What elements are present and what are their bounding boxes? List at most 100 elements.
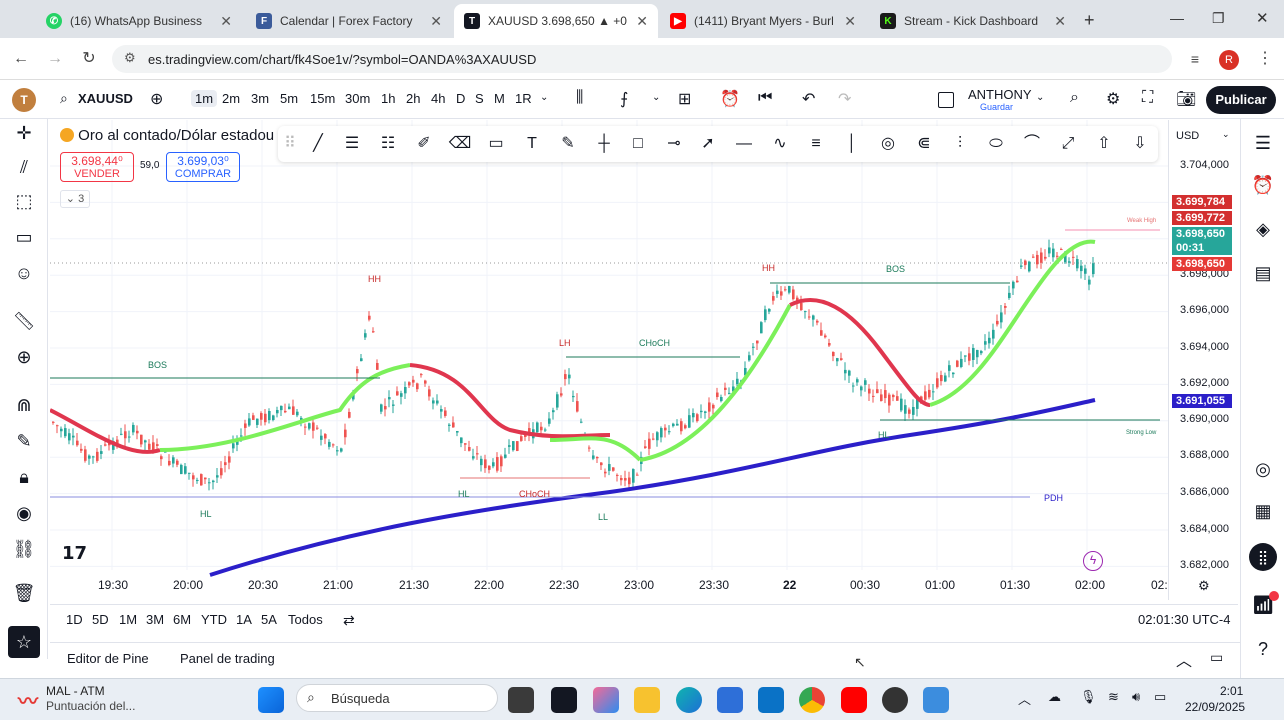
settings-gear-icon[interactable]: ⚙ — [1106, 91, 1121, 108]
lightning-icon[interactable]: ϟ — [1083, 551, 1103, 571]
taskbar-time[interactable]: 2:01 — [1220, 684, 1244, 698]
trash-icon[interactable]: 🗑︎ — [12, 583, 36, 603]
range-1m[interactable]: 1M — [119, 612, 138, 627]
tab-youtube[interactable]: ▶ (1411) Bryant Myers - Burlao ✕ — [660, 4, 866, 38]
timeframe-1m[interactable]: 1m — [191, 90, 218, 107]
user-avatar[interactable]: T — [12, 88, 36, 112]
edge-icon[interactable] — [676, 687, 702, 713]
ruler-icon[interactable]: 📏︎ — [12, 311, 36, 331]
tab-whatsapp[interactable]: ✆ (16) WhatsApp Business ✕ — [36, 4, 242, 38]
chevron-down-icon[interactable]: ⌄ — [540, 92, 549, 103]
timeframe-15m[interactable]: 15m — [310, 91, 336, 106]
trendline-icon[interactable]: ⫽ — [19, 157, 29, 177]
tab-kick[interactable]: K Stream - Kick Dashboard ✕ — [870, 4, 1076, 38]
media-control-icon[interactable]: ≡ — [1190, 51, 1200, 67]
stock-widget-icon[interactable]: 〰 — [18, 691, 38, 713]
timeframe-3m[interactable]: 3m — [251, 91, 270, 106]
pitchfork-tool-icon[interactable]: ≡ — [811, 135, 821, 152]
horizontal-line-tool-icon[interactable]: — — [736, 135, 752, 152]
layout-name[interactable]: ANTHONY — [968, 87, 1032, 102]
menu-icon[interactable]: ⋮ — [1257, 50, 1273, 67]
close-icon[interactable]: ✕ — [220, 12, 232, 29]
cursor-tool-icon[interactable]: ➚ — [701, 135, 715, 152]
file-explorer-icon[interactable] — [634, 687, 660, 713]
chevron-down-icon[interactable]: ⌄ — [1036, 92, 1045, 103]
range-1d[interactable]: 1D — [66, 612, 83, 627]
watchlist-icon[interactable]: ☰ — [1254, 133, 1272, 153]
range-ytd[interactable]: YTD — [201, 612, 227, 627]
timeframe-4h[interactable]: 4h — [431, 91, 446, 106]
bars-pattern-tool-icon[interactable]: ⫶ — [957, 135, 962, 152]
emoji-icon[interactable]: ☺ — [14, 263, 34, 283]
price-chart[interactable]: HH HH LH HL HL HL LL BOS BOS CHoCH CHoCH PDH Weak Hi… — [50, 120, 1238, 600]
cloud-icon[interactable]: ☁ — [1048, 689, 1061, 704]
site-info-icon[interactable]: ⚙ — [124, 50, 136, 65]
chevron-down-icon[interactable]: ⌄ — [652, 92, 661, 103]
widget-title[interactable]: MAL - ATM — [46, 684, 105, 698]
redo-icon[interactable]: ↷ — [838, 91, 852, 108]
volume-icon[interactable]: 🔊︎ — [1132, 689, 1141, 704]
range-3m[interactable]: 3M — [146, 612, 165, 627]
pen-tool-icon[interactable]: ✎ — [561, 135, 575, 152]
wifi-icon[interactable]: ≋ — [1108, 689, 1119, 704]
timeframe-d[interactable]: D — [456, 91, 466, 106]
symbol-search[interactable]: XAUUSD — [78, 91, 133, 106]
outlook-icon[interactable] — [758, 687, 784, 713]
parallel-channel-tool-icon[interactable]: ☰ — [344, 135, 360, 152]
pattern-icon[interactable]: ⬚ — [15, 191, 33, 211]
timeframe-30m[interactable]: 30m — [345, 91, 371, 106]
store-icon[interactable] — [717, 687, 743, 713]
microphone-icon[interactable]: 🎙︎ — [1080, 689, 1097, 704]
url-field[interactable]: ⚙ es.tradingview.com/chart/fk4Soe1v/?sym… — [112, 45, 1172, 73]
brush-tool-icon[interactable]: ✐ — [417, 135, 431, 152]
link-icon[interactable]: ⛓ — [12, 539, 36, 559]
photos-icon[interactable] — [923, 687, 949, 713]
undo-icon[interactable]: ↶ — [802, 91, 816, 108]
horizontal-ray-tool-icon[interactable]: ⊸ — [667, 135, 681, 152]
alerts-clock-icon[interactable]: ⏰ — [1251, 175, 1275, 195]
arrow-down-tool-icon[interactable]: ⇩ — [1133, 135, 1147, 152]
layout-icon[interactable] — [938, 92, 954, 108]
chevron-up-icon[interactable]: ︿ — [1018, 692, 1032, 707]
tab-tradingview[interactable]: T XAUUSD 3.698,650 ▲ +0.37 ✕ — [454, 4, 658, 38]
bar-style-icon[interactable]: ⫼ — [576, 89, 584, 106]
new-tab-icon[interactable]: + — [1084, 10, 1095, 30]
crosshair-icon[interactable]: ✛ — [16, 123, 32, 143]
currency-selector[interactable]: USD — [1176, 130, 1200, 142]
maximize-panel-icon[interactable]: ▭ — [1210, 649, 1224, 665]
range-5a[interactable]: 5A — [261, 612, 277, 627]
timeframe-2h[interactable]: 2h — [406, 91, 421, 106]
range-1a[interactable]: 1A — [236, 612, 252, 627]
favorites-star-icon[interactable]: ☆ — [8, 626, 40, 658]
vertical-line-tool-icon[interactable]: │ — [847, 135, 857, 152]
obs-icon[interactable] — [882, 687, 908, 713]
windows-start-icon[interactable] — [258, 687, 284, 713]
eraser-tool-icon[interactable]: ⌫ — [448, 135, 472, 152]
timeframe-2m[interactable]: 2m — [222, 91, 241, 106]
price-axis[interactable] — [1168, 120, 1240, 600]
chevron-down-icon[interactable]: ⌄ — [1222, 129, 1230, 139]
crosshair-tool-icon[interactable]: ┼ — [598, 135, 610, 152]
callout-tool-icon[interactable]: ▭ — [488, 135, 504, 152]
clock-timezone[interactable]: 02:01:30 UTC-4 — [1138, 612, 1231, 627]
timeframe-s[interactable]: S — [475, 91, 484, 106]
text-note-icon[interactable]: ▭ — [15, 227, 33, 247]
taskbar-search[interactable]: ⌕ Búsqueda — [296, 684, 498, 712]
eye-icon[interactable]: ◉ — [16, 503, 32, 523]
axis-settings-icon[interactable]: ⚙ — [1198, 578, 1210, 593]
chevron-up-icon[interactable]: ︿ — [1176, 653, 1193, 670]
circle-tool-icon[interactable]: ◎ — [881, 135, 895, 152]
range-5d[interactable]: 5D — [92, 612, 109, 627]
maximize-icon[interactable]: ❐ — [1212, 10, 1225, 26]
arc-tool-icon[interactable]: ⌒ — [1023, 135, 1040, 152]
chart-pane[interactable]: HH HH LH HL HL HL LL BOS BOS CHoCH CHoCH PDH Weak Hi… — [50, 120, 1238, 600]
rectangle-tool-icon[interactable]: □ — [633, 135, 643, 152]
tradingview-app-icon[interactable] — [551, 687, 577, 713]
lock-drawing-icon[interactable]: ✎ — [16, 431, 32, 451]
range-6m[interactable]: 6M — [173, 612, 192, 627]
ray-tool-icon[interactable]: ⤢ — [1061, 135, 1075, 152]
close-window-icon[interactable]: ✕ — [1256, 10, 1269, 27]
help-icon[interactable]: ? — [1257, 639, 1268, 659]
camera-icon[interactable]: 📷︎ — [1176, 91, 1197, 108]
timeframe-1h[interactable]: 1h — [381, 91, 396, 106]
